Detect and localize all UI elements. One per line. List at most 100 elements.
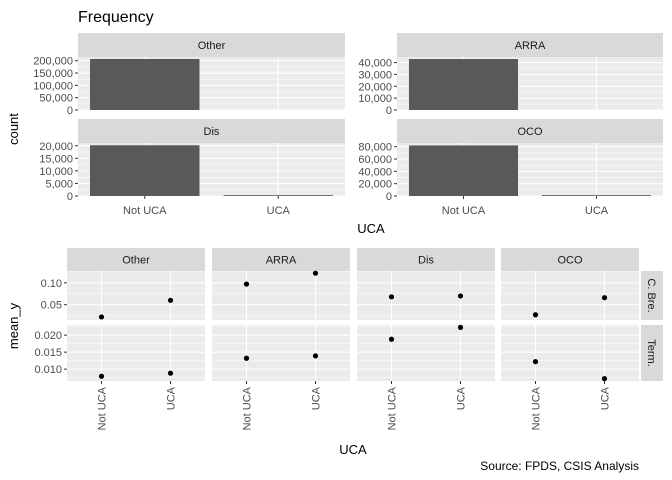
bar-oco-not-uca — [408, 145, 519, 196]
x-tick-label-uca: UCA — [600, 386, 612, 410]
x-tick-label-not-uca: Not UCA — [442, 205, 486, 217]
facet-panel — [501, 271, 639, 320]
point-term-other-uca — [167, 370, 174, 376]
facet-strip-oco — [501, 248, 639, 271]
facet-strip-label-dis: Dis — [204, 126, 220, 138]
y-tick-label: 0 — [67, 105, 73, 117]
y-tick-label: 0.05 — [41, 300, 62, 312]
dot-panel-term-dis — [357, 324, 495, 381]
point-c-bre-oco-uca — [601, 295, 608, 301]
bottom-dot-chart: Other ARRA Dis OCO C. Bre. 0.05 0.10 Term. 0.010… — [34, 248, 663, 430]
point-term-dis-not-uca — [388, 336, 395, 342]
point-c-bre-dis-uca — [457, 293, 464, 299]
x-tick-label-uca: UCA — [585, 205, 609, 217]
point-term-dis-uca — [457, 324, 464, 330]
bar-dis-uca — [223, 195, 333, 196]
chart-title: Frequency — [78, 9, 154, 26]
x-tick-label-uca: UCA — [456, 386, 468, 410]
y-tick-label: 10,000 — [39, 166, 73, 178]
facet-strip-dis — [78, 119, 345, 143]
bar-other-not-uca — [90, 58, 200, 110]
bottom-y-axis-title: mean_y — [6, 302, 21, 349]
y-tick-label: 20,000 — [358, 179, 392, 191]
dot-panel-term-oco — [501, 325, 639, 382]
top-x-axis-title: UCA — [357, 221, 385, 236]
y-tick-label: 0 — [386, 191, 392, 203]
y-tick-label: 10,000 — [358, 93, 392, 105]
y-tick-label: 80,000 — [358, 142, 392, 154]
facet-strip-other — [78, 33, 345, 57]
x-tick-label-uca: UCA — [166, 386, 178, 410]
y-tick-label: 60,000 — [358, 154, 392, 166]
facet-strip-label-arra: ARRA — [266, 255, 297, 267]
y-tick-label: 20,000 — [358, 81, 392, 93]
y-tick-label: 0.010 — [34, 364, 62, 376]
facet-strip-oco — [397, 119, 663, 143]
point-c-bre-oco-not-uca — [532, 312, 539, 318]
facet-strip-dis — [357, 248, 495, 271]
point-term-other-not-uca — [98, 373, 105, 379]
point-term-arra-not-uca — [243, 355, 250, 361]
x-tick-label-not-uca: Not UCA — [531, 386, 543, 430]
y-tick-label: 20,000 — [39, 141, 73, 153]
facet-panel — [212, 271, 350, 320]
facet-strip-other — [67, 248, 205, 271]
facet-panel — [357, 271, 495, 320]
y-tick-label: 0.10 — [41, 278, 62, 290]
facet-strip-label-other: Other — [122, 255, 150, 267]
bar-oco-uca — [541, 195, 652, 196]
row-strip-c-bre — [641, 271, 663, 320]
facet-strip-arra — [397, 33, 663, 57]
y-tick-label: 5,000 — [45, 178, 73, 190]
x-tick-label-not-uca: Not UCA — [242, 386, 254, 430]
bottom-x-axis-title: UCA — [339, 442, 367, 457]
facet-panel — [212, 325, 350, 381]
facet-strip-arra — [212, 248, 350, 271]
facet-strip-label-oco: OCO — [517, 126, 543, 138]
x-tick-label-not-uca: Not UCA — [387, 386, 399, 430]
point-c-bre-dis-not-uca — [388, 294, 395, 300]
row-strip-term — [641, 325, 663, 381]
y-tick-label: 40,000 — [358, 166, 392, 178]
facet-strip-label-dis: Dis — [418, 255, 434, 267]
x-tick-label-not-uca: Not UCA — [97, 386, 109, 430]
dot-panel-term-arra — [212, 325, 350, 381]
facet-strip-label-other: Other — [198, 40, 226, 52]
facet-panel — [67, 271, 205, 320]
y-tick-label: 0 — [67, 191, 73, 203]
dot-panel-c-bre-other — [67, 271, 205, 320]
y-tick-label: 150,000 — [33, 68, 73, 80]
dot-panel-c-bre-dis — [357, 271, 495, 320]
point-c-bre-other-not-uca — [98, 314, 105, 320]
dot-panel-c-bre-arra — [212, 270, 350, 320]
bar-arra-not-uca — [408, 59, 519, 110]
point-term-oco-not-uca — [532, 359, 539, 365]
y-tick-label: 100,000 — [33, 80, 73, 92]
point-c-bre-other-uca — [167, 297, 174, 303]
row-strip-label-term: Term. — [645, 339, 657, 367]
row-strip-label-c-bre: C. Bre. — [645, 278, 657, 312]
point-term-arra-uca — [312, 353, 319, 359]
y-tick-label: 0 — [386, 105, 392, 117]
x-tick-label-uca: UCA — [267, 205, 291, 217]
point-c-bre-arra-not-uca — [243, 281, 250, 287]
facet-strip-label-oco: OCO — [557, 255, 583, 267]
facet-panel — [67, 325, 205, 381]
facet-panel — [357, 325, 495, 381]
y-tick-label: 200,000 — [33, 56, 73, 68]
y-tick-label: 40,000 — [358, 58, 392, 70]
dot-panel-c-bre-oco — [501, 271, 639, 320]
source-caption: Source: FPDS, CSIS Analysis — [480, 459, 639, 473]
facet-strip-label-arra: ARRA — [515, 40, 546, 52]
x-tick-label-not-uca: Not UCA — [123, 205, 167, 217]
top-bar-chart: Other050,000100,000150,000200,000ARRA010… — [33, 33, 663, 217]
point-c-bre-arra-uca — [312, 270, 319, 276]
dot-panel-term-other — [67, 325, 205, 381]
point-term-oco-uca — [601, 376, 608, 382]
y-tick-label: 0.015 — [34, 347, 62, 359]
